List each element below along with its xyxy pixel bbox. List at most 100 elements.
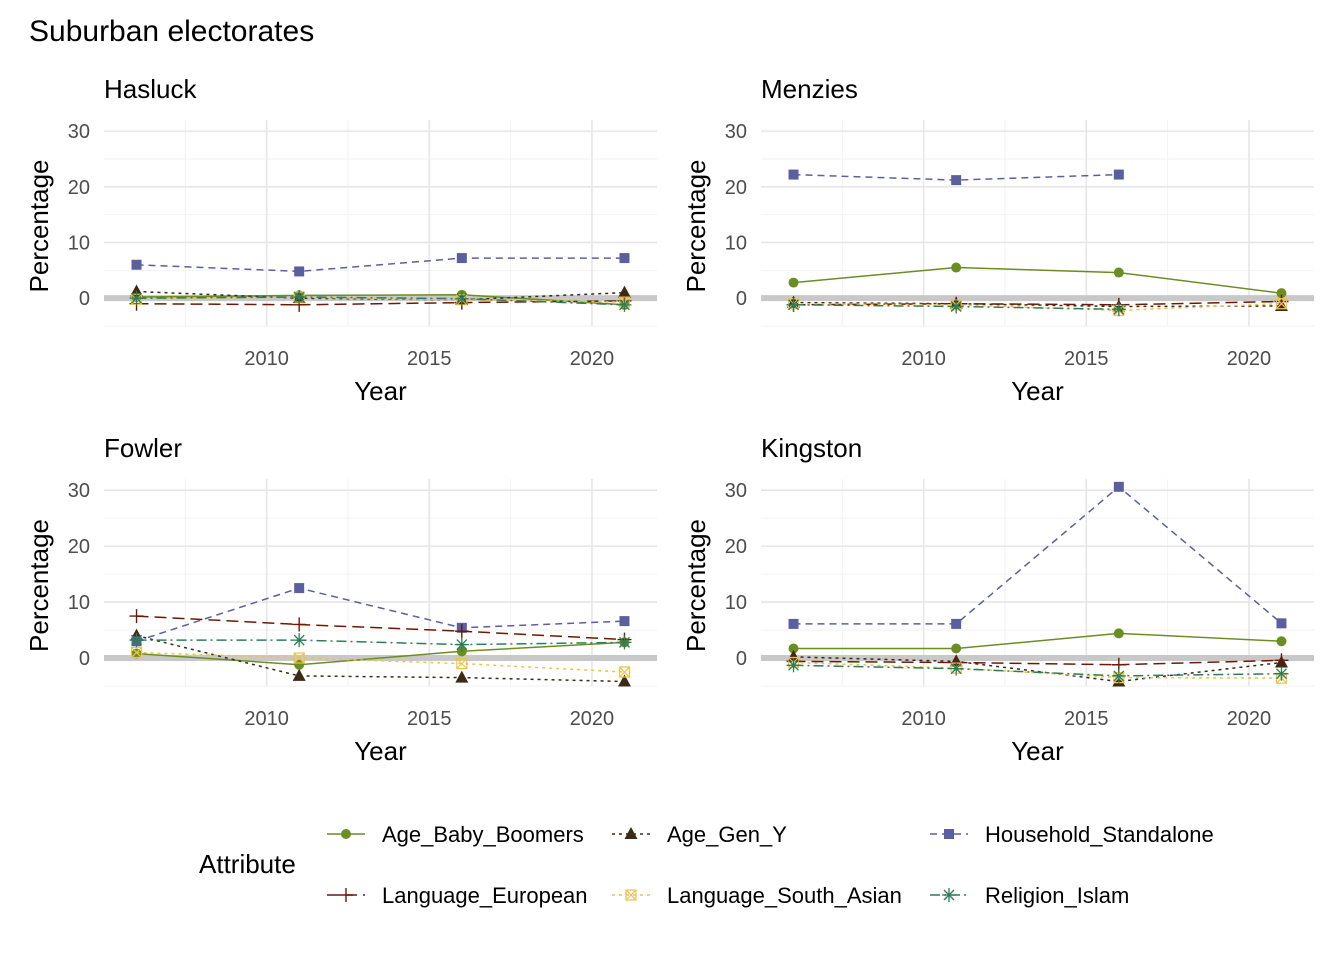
data-point — [130, 284, 144, 297]
series-line — [136, 641, 625, 666]
data-point — [454, 291, 469, 306]
series-line — [793, 300, 1282, 306]
panel-title: Menzies — [761, 74, 858, 104]
series-religion-islam — [129, 290, 632, 312]
data-point — [951, 643, 962, 654]
legend-label: Age_Gen_Y — [667, 822, 787, 847]
data-point — [292, 668, 306, 681]
legend-entry: Household_Standalone — [930, 822, 1214, 847]
panel-title: Fowler — [104, 433, 182, 463]
series-religion-islam — [786, 658, 1289, 683]
series-language-european — [129, 609, 632, 647]
y-tick-label: 30 — [725, 480, 747, 502]
series-line — [793, 659, 1282, 666]
data-point — [1276, 288, 1287, 299]
y-tick-label: 10 — [68, 232, 90, 254]
data-point — [788, 618, 799, 629]
x-tick-label: 2010 — [244, 348, 289, 370]
data-point — [1113, 628, 1124, 639]
series-line — [793, 661, 1282, 679]
x-tick-label: 2015 — [407, 348, 452, 370]
data-point — [294, 659, 305, 670]
data-point — [455, 670, 469, 683]
data-point — [454, 637, 469, 652]
y-axis-label: Percentage — [681, 519, 711, 652]
series-line — [136, 639, 625, 646]
data-point — [617, 285, 631, 298]
series-line — [136, 651, 625, 673]
panel-menzies: Menzies 0 10 20 30 2010 2015 2020 Year Percentage — [681, 74, 1314, 406]
legend-label: Language_European — [382, 883, 588, 908]
x-tick-label: 2010 — [901, 708, 946, 730]
x-tick-label: 2010 — [244, 708, 289, 730]
data-point — [294, 583, 305, 594]
data-point — [454, 624, 469, 639]
data-point — [131, 259, 142, 270]
series-household-standalone — [788, 481, 1287, 629]
data-point — [786, 658, 801, 673]
series-line — [793, 485, 1282, 625]
grid — [104, 479, 657, 687]
panels: Hasluck 0 10 20 30 2010 2015 2020 Year Percentage… — [24, 74, 1314, 766]
legend-label: Language_South_Asian — [667, 883, 902, 908]
panel-title: Hasluck — [104, 74, 197, 104]
data-point — [294, 266, 305, 277]
data-point — [456, 253, 467, 264]
y-tick-label: 30 — [68, 121, 90, 143]
y-axis-label: Percentage — [24, 160, 54, 293]
series-line — [793, 656, 1282, 683]
data-point — [619, 616, 630, 627]
series-line — [136, 294, 625, 306]
legend-key-marker — [944, 829, 954, 839]
legend-key-marker — [942, 888, 956, 902]
series-age-baby-boomers — [788, 628, 1287, 654]
legend-entry: Language_South_Asian — [612, 883, 902, 908]
y-tick-label: 0 — [79, 288, 90, 310]
data-point — [949, 661, 964, 676]
data-point — [131, 648, 142, 659]
data-point — [949, 299, 964, 314]
data-point — [129, 633, 144, 648]
x-axis-label: Year — [1011, 376, 1064, 406]
data-point — [951, 262, 962, 273]
x-tick-label: 2015 — [407, 708, 452, 730]
legend-entry: Age_Baby_Boomers — [327, 822, 584, 847]
y-tick-label: 0 — [79, 648, 90, 670]
data-point — [1274, 653, 1289, 668]
data-point — [1275, 298, 1288, 310]
x-axis-label: Year — [354, 736, 407, 766]
data-point — [1113, 169, 1124, 180]
legend-title: Attribute — [199, 849, 296, 879]
x-tick-label: 2020 — [570, 708, 615, 730]
data-point — [292, 290, 307, 305]
y-tick-label: 30 — [725, 121, 747, 143]
panel-fowler: Fowler 0 10 20 30 2010 2015 2020 Year Percentage — [24, 433, 657, 766]
y-tick-label: 10 — [725, 232, 747, 254]
x-tick-label: 2020 — [1227, 708, 1272, 730]
data-point — [788, 643, 799, 654]
data-point — [1113, 481, 1124, 492]
legend-entry: Age_Gen_Y — [612, 822, 787, 847]
legend-key-marker — [625, 889, 637, 901]
data-point — [293, 652, 305, 664]
legend: Attribute Age_Baby_Boomers Age_Gen_Y House… — [199, 822, 1214, 908]
data-point — [788, 169, 799, 180]
x-axis-label: Year — [1011, 736, 1064, 766]
series-religion-islam — [786, 297, 1126, 317]
series-language-south-asian — [130, 646, 631, 678]
x-tick-label: 2015 — [1064, 348, 1109, 370]
series-household-standalone — [788, 169, 1124, 186]
y-tick-label: 20 — [68, 177, 90, 199]
y-tick-label: 30 — [68, 480, 90, 502]
x-axis-label: Year — [354, 376, 407, 406]
series-line — [136, 290, 625, 301]
legend-key-marker — [624, 827, 638, 839]
series-line — [793, 302, 1282, 312]
data-point — [130, 646, 143, 659]
y-axis-label: Percentage — [24, 519, 54, 652]
series-line — [136, 615, 625, 641]
data-point — [619, 253, 630, 264]
data-point — [1276, 618, 1287, 629]
data-point — [1276, 636, 1287, 647]
